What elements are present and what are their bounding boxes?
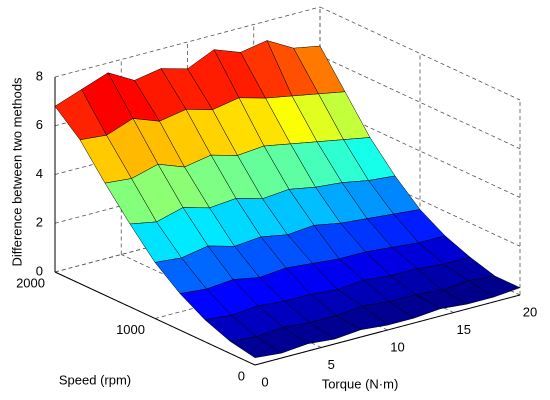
y-tick-label: 0	[238, 368, 245, 383]
x-axis-label: Torque (N·m)	[322, 376, 399, 391]
grid-line	[54, 6, 321, 78]
z-tick-label: 4	[36, 166, 43, 181]
grid-line	[54, 201, 321, 273]
y-axis	[54, 271, 256, 366]
x-axis	[254, 294, 521, 366]
grid-line	[54, 152, 321, 224]
x-tick-label: 0	[261, 374, 268, 389]
z-tick-label: 0	[36, 263, 43, 278]
grid-line	[319, 55, 521, 150]
z-tick-label: 6	[36, 117, 43, 132]
z-tick-label: 2	[36, 215, 43, 230]
z-tick-label: 8	[36, 68, 43, 83]
x-tick-label: 5	[328, 357, 335, 372]
surface-patch	[229, 336, 283, 358]
y-tick-label: 1000	[116, 322, 145, 337]
z-axis-label: Difference between two methods	[9, 77, 24, 267]
grid-line	[319, 6, 521, 101]
x-tick-label: 10	[390, 339, 404, 354]
x-tick-label: 20	[523, 304, 537, 319]
y-axis-label: Speed (rpm)	[59, 372, 131, 387]
y-tick-label: 2000	[16, 275, 45, 290]
x-tick-label: 15	[457, 322, 471, 337]
